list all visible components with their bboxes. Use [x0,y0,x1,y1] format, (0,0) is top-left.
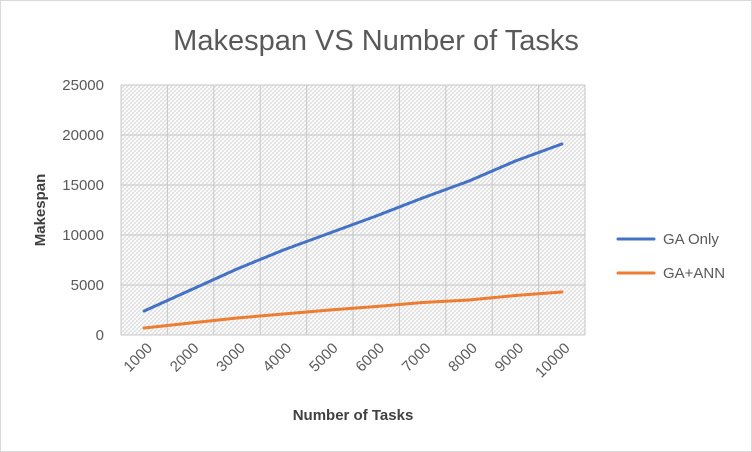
y-tick-label: 15000 [62,177,104,194]
data-point [513,159,517,163]
y-tick-label: 5000 [71,277,104,294]
y-axis-label: Makespan [32,174,49,247]
data-point [560,290,564,294]
legend-entry-label: GA Only [663,231,719,248]
x-tick-label: 1000 [120,340,156,376]
x-axis-label: Number of Tasks [293,407,414,424]
y-tick-label: 25000 [62,77,104,94]
data-point [328,231,332,235]
series-line-ga-only [142,142,564,313]
x-tick-label: 10000 [532,340,574,382]
x-tick-label: 8000 [445,340,481,376]
data-point [467,179,471,183]
x-tick-label: 3000 [213,340,249,376]
x-tick-label: 5000 [306,340,342,376]
data-point [281,248,285,252]
x-tick-label: 9000 [492,340,528,376]
data-point [189,288,193,292]
x-tick-label: 6000 [352,340,388,376]
legend-entry-label: GA+ANN [663,265,725,282]
data-point [328,308,332,312]
data-point [281,312,285,316]
data-point [142,326,146,330]
data-point [513,294,517,297]
data-point [189,321,193,325]
x-tick-label: 4000 [260,340,296,376]
data-point [235,316,239,320]
y-tick-label: 20000 [62,127,104,144]
y-tick-label: 10000 [62,227,104,244]
data-point [142,309,146,313]
x-tick-label: 2000 [167,340,203,376]
y-tick-label: 0 [96,327,104,344]
data-point [560,142,564,146]
chart-title: Makespan VS Number of Tasks [173,25,579,57]
data-point [235,267,239,271]
data-point [374,214,378,218]
data-point [374,305,378,308]
data-point [421,196,425,200]
x-tick-label: 7000 [399,340,435,376]
series-line-ga-ann [142,290,564,330]
data-point [467,298,471,302]
data-point [421,301,425,304]
